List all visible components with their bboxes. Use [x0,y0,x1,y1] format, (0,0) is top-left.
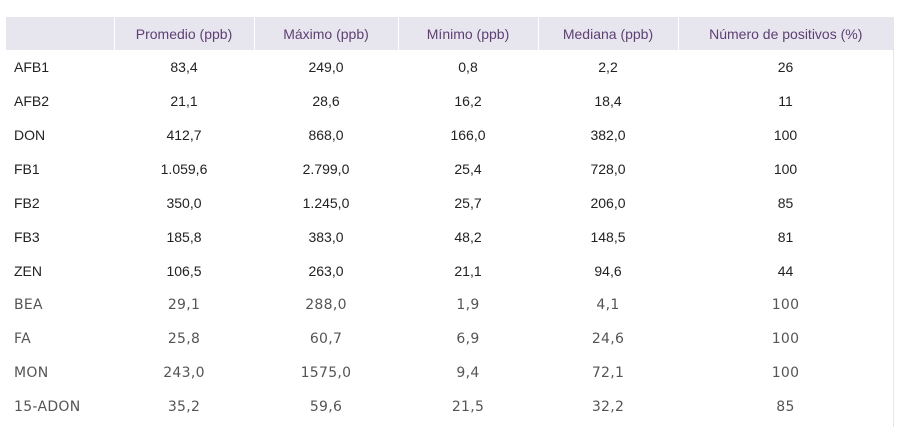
cell-maximo: 1.245,0 [302,195,350,211]
table-row: FB3 185,8 383,0 48,2 148,5 81 [6,220,893,254]
mycotoxin-table-container: Promedio (ppb) Máximo (ppb) Mínimo (ppb)… [6,17,893,424]
cell-promedio: 243,0 [163,365,205,381]
table-row: BEA 29,1 288,0 1,9 4,1 100 [6,288,893,322]
cell-promedio: 106,5 [166,263,202,279]
cell-positivos: 11 [778,93,793,109]
row-label: AFB2 [14,93,50,109]
cell-maximo: 1575,0 [300,365,352,381]
row-label: AFB1 [14,59,50,75]
table-row: MON 243,0 1575,0 9,4 72,1 100 [6,356,893,390]
cell-promedio: 35,2 [167,399,201,415]
cell-promedio: 412,7 [166,127,202,143]
row-label: FB3 [14,229,40,245]
cell-positivos: 26 [777,59,794,75]
cell-maximo: 2.799,0 [302,161,350,177]
table-row: FB2 350,0 1.245,0 25,7 206,0 85 [6,186,893,220]
cell-minimo: 166,0 [450,127,486,143]
cell-maximo: 60,7 [309,331,343,347]
cell-minimo: 25,7 [454,195,482,211]
cell-positivos: 81 [777,229,794,245]
table-row: FB1 1.059,6 2.799,0 25,4 728,0 100 [6,152,893,186]
cell-minimo: 1,9 [456,297,480,313]
row-label: FA [14,331,31,347]
table-row: AFB1 83,4 249,0 0,8 2,2 26 [6,50,893,84]
cell-minimo: 21,5 [451,399,485,415]
table-row: DON 412,7 868,0 166,0 382,0 100 [6,118,893,152]
row-label: BEA [14,297,43,313]
cell-promedio: 21,1 [170,93,198,109]
cell-mediana: 2,2 [598,59,618,75]
table-row: FA 25,8 60,7 6,9 24,6 100 [6,322,893,356]
cell-mediana: 32,2 [591,399,625,415]
cell-minimo: 0,8 [458,59,478,75]
cell-minimo: 25,4 [454,161,482,177]
header-cell-maximo: Máximo (ppb) [254,17,399,50]
row-label: FB2 [14,195,40,211]
table-row: AFB2 21,1 28,6 16,2 18,4 11 [6,84,893,118]
cell-mediana: 94,6 [594,263,622,279]
cell-promedio: 1.059,6 [160,161,208,177]
cell-promedio: 185,8 [166,229,202,245]
cell-maximo: 28,6 [312,93,340,109]
cell-mediana: 728,0 [590,161,626,177]
cell-mediana: 148,5 [590,229,626,245]
table-row: ZEN 106,5 263,0 21,1 94,6 44 [6,254,893,288]
cell-mediana: 206,0 [590,195,626,211]
cell-minimo: 21,1 [454,263,482,279]
header-cell-positivos: Número de positivos (%) [709,25,863,42]
cell-maximo: 249,0 [308,59,344,75]
cell-mediana: 18,4 [594,93,622,109]
cell-positivos: 100 [771,331,800,347]
cell-mediana: 4,1 [596,297,620,313]
cell-minimo: 6,9 [456,331,480,347]
cell-maximo: 263,0 [308,263,344,279]
mycotoxin-table: Promedio (ppb) Máximo (ppb) Mínimo (ppb)… [6,17,893,424]
cell-promedio: 350,0 [166,195,202,211]
cell-maximo: 868,0 [308,127,344,143]
cell-minimo: 16,2 [454,93,482,109]
cell-positivos: 44 [777,263,794,279]
cell-positivos: 85 [777,195,794,211]
header-cell-promedio: Promedio (ppb) [114,17,255,50]
cell-promedio: 29,1 [167,297,201,313]
cell-maximo: 59,6 [309,399,343,415]
cell-positivos: 100 [771,365,800,381]
cell-minimo: 48,2 [454,229,482,245]
cell-maximo: 288,0 [305,297,347,313]
row-label: DON [14,127,46,143]
cell-positivos: 100 [773,127,798,143]
header-cell-mediana: Mediana (ppb) [538,17,679,50]
cell-positivos: 100 [773,161,798,177]
cell-minimo: 9,4 [456,365,480,381]
table-right-border [893,17,894,427]
header-cell-blank [6,17,115,50]
table-row: 15-ADON 35,2 59,6 21,5 32,2 85 [6,390,893,424]
row-label: MON [14,365,49,381]
row-label: 15-ADON [14,399,81,415]
cell-mediana: 24,6 [591,331,625,347]
row-label: FB1 [14,161,40,177]
cell-positivos: 100 [771,297,800,313]
cell-promedio: 25,8 [167,331,201,347]
cell-promedio: 83,4 [170,59,198,75]
cell-mediana: 72,1 [591,365,625,381]
cell-mediana: 382,0 [590,127,626,143]
header-cell-minimo: Mínimo (ppb) [398,17,539,50]
row-label: ZEN [14,263,42,279]
cell-positivos: 85 [776,399,795,415]
header-row: Promedio (ppb) Máximo (ppb) Mínimo (ppb)… [6,17,893,50]
cell-maximo: 383,0 [308,229,344,245]
